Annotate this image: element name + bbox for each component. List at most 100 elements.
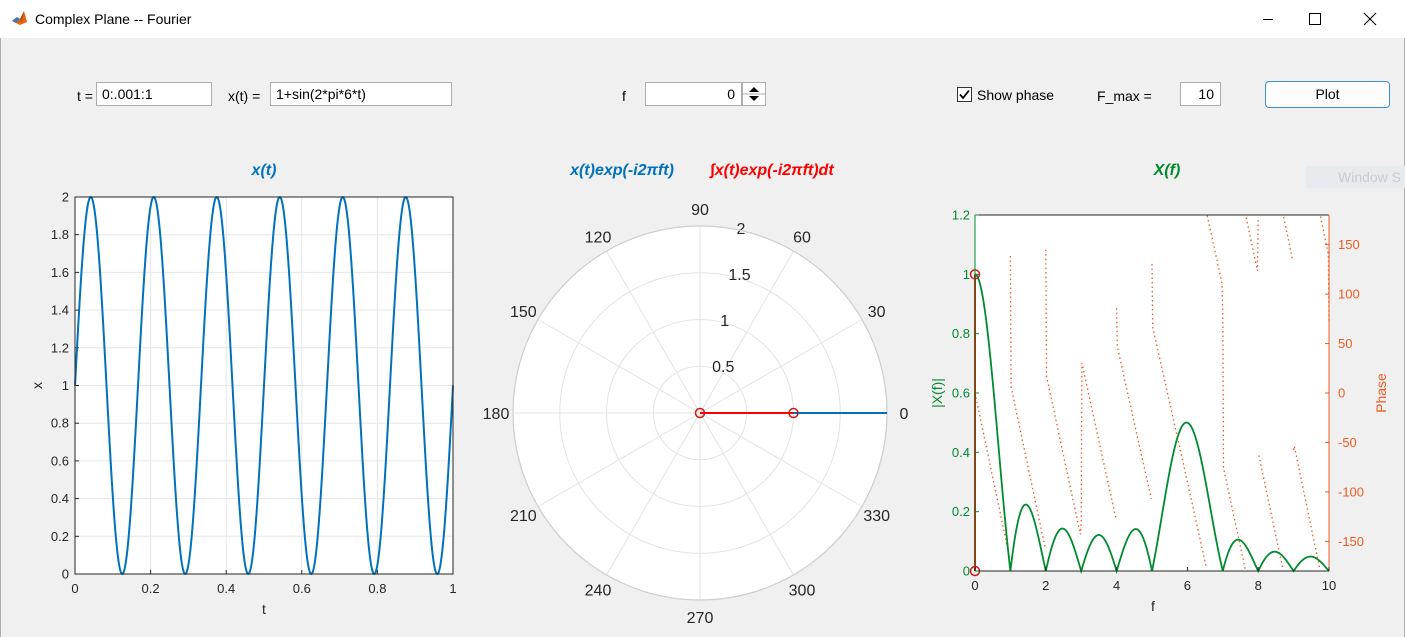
x-tick-label: 1 bbox=[449, 581, 456, 596]
y-axis-label: x bbox=[29, 382, 45, 389]
frequency-plot[interactable]: 0 2 4 6 8 1000.20.40.60.811.2-150-100-5005010… bbox=[929, 162, 1389, 614]
y-tick-label: 1.2 bbox=[952, 208, 970, 223]
polar-plot[interactable]: 0 30 60 90 120 150 180 210 240 270 300 330 0.5 1 1.5 2 x… bbox=[483, 162, 909, 627]
window-title: Complex Plane -- Fourier bbox=[35, 11, 192, 27]
frequency-plot-title: X(f) bbox=[1153, 162, 1181, 179]
show-phase-label: Show phase bbox=[977, 87, 1055, 103]
r-tick-label: 0.5 bbox=[712, 359, 734, 376]
x-tick-label: 0 bbox=[971, 578, 978, 593]
phase-line bbox=[974, 215, 1330, 571]
y-tick-label: 0.6 bbox=[51, 453, 69, 468]
time-plot[interactable]: 0 0.2 0.4 0.6 0.8 1 0 0.2 0.4 0.6 0.8 1 1.2 1.4 1.6 1.8… bbox=[29, 162, 457, 617]
y2-tick-label: -50 bbox=[1338, 435, 1357, 450]
y-tick-label: 1.4 bbox=[51, 303, 69, 318]
title-bar: Complex Plane -- Fourier bbox=[0, 0, 1405, 38]
r-tick-label: 1.5 bbox=[728, 267, 750, 284]
show-phase-checkbox[interactable] bbox=[957, 87, 972, 102]
minimize-icon bbox=[1263, 19, 1273, 20]
t-input[interactable]: 0:.001:1 bbox=[96, 82, 212, 106]
x-tick-label: 8 bbox=[1255, 578, 1262, 593]
y-tick-label: 0.2 bbox=[51, 529, 69, 544]
checkmark-icon bbox=[959, 89, 970, 100]
y-axis-label: |X(f)| bbox=[929, 378, 945, 408]
y-tick-label: 1.2 bbox=[51, 340, 69, 355]
signal-line bbox=[74, 195, 454, 576]
x-tick-label: 0.8 bbox=[368, 581, 386, 596]
x-tick-label: 4 bbox=[1113, 578, 1120, 593]
theta-tick-label: 300 bbox=[789, 583, 816, 600]
axes-box bbox=[74, 196, 454, 575]
maximize-icon bbox=[1309, 13, 1321, 25]
x-function-input[interactable]: 1+sin(2*pi*6*t) bbox=[270, 82, 452, 106]
close-button[interactable] bbox=[1346, 0, 1394, 38]
f-spinner-buttons[interactable] bbox=[742, 82, 766, 106]
integral-marker bbox=[694, 407, 706, 419]
polar-spoke bbox=[699, 412, 794, 576]
y-tick-label: 0.4 bbox=[952, 445, 970, 460]
theta-tick-label: 0 bbox=[900, 406, 909, 423]
y2-tick-label: -100 bbox=[1338, 484, 1364, 499]
r-tick-label: 1 bbox=[720, 313, 729, 330]
y2-tick-label: 150 bbox=[1338, 237, 1360, 252]
polar-spoke bbox=[699, 250, 794, 414]
y-tick-label: 0.2 bbox=[952, 504, 970, 519]
polar-spoke bbox=[537, 412, 701, 507]
y-tick-label: 0.6 bbox=[952, 386, 970, 401]
x-tick-label: 6 bbox=[1184, 578, 1191, 593]
y2-tick-label: 100 bbox=[1338, 287, 1360, 302]
polar-spoke bbox=[606, 412, 701, 576]
polar-title-integral: ∫x(t)exp(-i2πft)dt bbox=[708, 162, 834, 179]
integral-marker bbox=[788, 407, 799, 419]
y2-tick-label: 0 bbox=[1338, 386, 1345, 401]
spinner-arrows-icon bbox=[743, 87, 765, 101]
theta-tick-label: 180 bbox=[483, 406, 510, 423]
x-axis-label: f bbox=[1151, 598, 1155, 614]
polar-spoke bbox=[699, 319, 863, 414]
window-border-left bbox=[0, 38, 1, 637]
x-tick-label: 10 bbox=[1322, 578, 1336, 593]
y-tick-label: 0.8 bbox=[51, 416, 69, 431]
theta-tick-label: 120 bbox=[585, 229, 612, 246]
theta-tick-label: 330 bbox=[863, 508, 890, 525]
x-axis-label: t bbox=[262, 601, 266, 617]
x-tick-label: 0.6 bbox=[293, 581, 311, 596]
f-spinner-input[interactable]: 0 bbox=[645, 82, 742, 106]
y-tick-label: 1.6 bbox=[51, 265, 69, 280]
y-tick-label: 0 bbox=[963, 564, 970, 579]
y-tick-label: 2 bbox=[62, 190, 69, 205]
matlab-icon bbox=[12, 11, 27, 25]
y2-tick-label: -150 bbox=[1338, 534, 1364, 549]
y-tick-label: 1 bbox=[62, 378, 69, 393]
theta-tick-label: 150 bbox=[510, 304, 537, 321]
theta-tick-label: 60 bbox=[793, 229, 811, 246]
x-label: x(t) = bbox=[228, 88, 261, 104]
polar-spoke bbox=[606, 250, 701, 414]
theta-tick-label: 210 bbox=[510, 508, 537, 525]
minimize-button[interactable] bbox=[1244, 0, 1292, 38]
x-tick-label: 0.4 bbox=[217, 581, 235, 596]
x-tick-label: 2 bbox=[1042, 578, 1049, 593]
theta-tick-label: 90 bbox=[691, 202, 709, 219]
f-label: f bbox=[622, 88, 626, 104]
maximize-button[interactable] bbox=[1291, 0, 1339, 38]
ghost-window-text: Window S bbox=[1306, 166, 1405, 188]
polar-title-product: x(t)exp(-i2πft) bbox=[569, 162, 674, 179]
close-icon bbox=[1363, 12, 1377, 26]
t-label: t = bbox=[77, 88, 93, 104]
polar-spoke bbox=[699, 412, 863, 507]
theta-tick-label: 240 bbox=[585, 583, 612, 600]
theta-tick-label: 30 bbox=[868, 304, 886, 321]
y2-axis-label: Phase bbox=[1373, 373, 1389, 413]
y-tick-label: 0.8 bbox=[952, 326, 970, 341]
y-tick-label: 0.4 bbox=[51, 491, 69, 506]
fmax-input[interactable]: 10 bbox=[1180, 82, 1221, 106]
y-tick-label: 1 bbox=[963, 267, 970, 282]
theta-tick-label: 270 bbox=[687, 610, 714, 627]
fmax-label: F_max = bbox=[1097, 88, 1152, 104]
polar-spoke bbox=[537, 319, 701, 414]
plot-button[interactable]: Plot bbox=[1265, 81, 1390, 108]
axes-background bbox=[975, 215, 1329, 571]
r-tick-label: 2 bbox=[736, 221, 745, 238]
x-tick-label: 0 bbox=[71, 581, 78, 596]
